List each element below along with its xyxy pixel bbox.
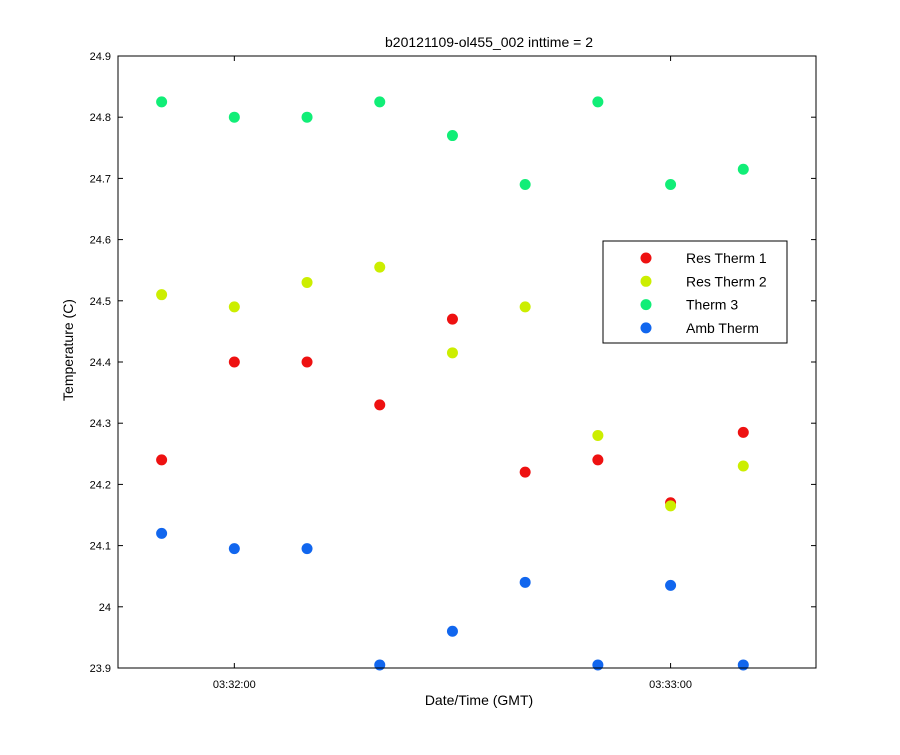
series-amb-therm — [156, 527, 749, 671]
data-point — [519, 301, 531, 313]
legend-marker — [640, 275, 652, 287]
legend-entry-label: Amb Therm — [686, 320, 759, 336]
data-point — [737, 426, 749, 438]
data-point — [228, 356, 240, 368]
data-point — [446, 130, 458, 142]
data-point — [446, 625, 458, 637]
data-point — [665, 579, 677, 591]
y-tick-label: 24.7 — [90, 173, 111, 185]
data-point — [592, 429, 604, 441]
y-axis-label: Temperature (C) — [60, 299, 76, 401]
x-tick-label: 03:32:00 — [213, 679, 256, 691]
data-point — [156, 454, 168, 466]
y-tick-label: 24 — [99, 602, 111, 614]
y-tick-label: 24.6 — [90, 235, 111, 247]
series-therm-3 — [156, 96, 749, 191]
chart-title: b20121109-ol455_002 inttime = 2 — [385, 34, 593, 50]
legend: Res Therm 1 Res Therm 2 Therm 3 Amb Therm — [602, 240, 788, 344]
data-point — [301, 543, 313, 555]
data-point — [301, 111, 313, 123]
data-point — [374, 399, 386, 411]
data-point — [446, 347, 458, 359]
y-tick-label: 24.3 — [90, 418, 111, 430]
data-point — [228, 543, 240, 555]
data-point — [228, 111, 240, 123]
data-point — [374, 261, 386, 273]
data-point — [665, 500, 677, 512]
data-point — [374, 659, 386, 671]
y-tick-label: 24.8 — [90, 112, 111, 124]
legend-marker — [640, 252, 652, 264]
data-point — [156, 96, 168, 108]
data-point — [665, 179, 677, 191]
series-res-therm-2 — [156, 261, 749, 512]
legend-marker — [640, 322, 652, 334]
legend-marker — [640, 299, 652, 311]
data-point — [228, 301, 240, 313]
data-point — [156, 527, 168, 539]
legend-entry-label: Res Therm 2 — [686, 273, 767, 289]
legend-box — [602, 240, 788, 344]
legend-entry-label: Res Therm 1 — [686, 250, 767, 266]
data-point — [519, 576, 531, 588]
y-tick-label: 23.9 — [90, 663, 111, 675]
y-tick-label: 24.1 — [90, 541, 111, 553]
data-point — [519, 179, 531, 191]
data-point — [592, 454, 604, 466]
data-point — [737, 659, 749, 671]
data-point — [374, 96, 386, 108]
plot-frame — [117, 55, 817, 669]
x-tick-label: 03:33:00 — [649, 679, 692, 691]
y-tick-label: 24.9 — [90, 51, 111, 63]
data-point — [737, 460, 749, 472]
data-point — [301, 356, 313, 368]
y-tick-label: 24.2 — [90, 479, 111, 491]
x-axis-label: Date/Time (GMT) — [425, 692, 533, 708]
y-tick-label: 24.4 — [90, 357, 111, 369]
data-point — [737, 163, 749, 175]
legend-entry-label: Therm 3 — [686, 297, 738, 313]
data-point — [519, 466, 531, 478]
data-point — [592, 96, 604, 108]
data-point — [446, 313, 458, 325]
y-tick-label: 24.5 — [90, 296, 111, 308]
data-point — [301, 276, 313, 288]
data-point — [156, 289, 168, 301]
data-point — [592, 659, 604, 671]
